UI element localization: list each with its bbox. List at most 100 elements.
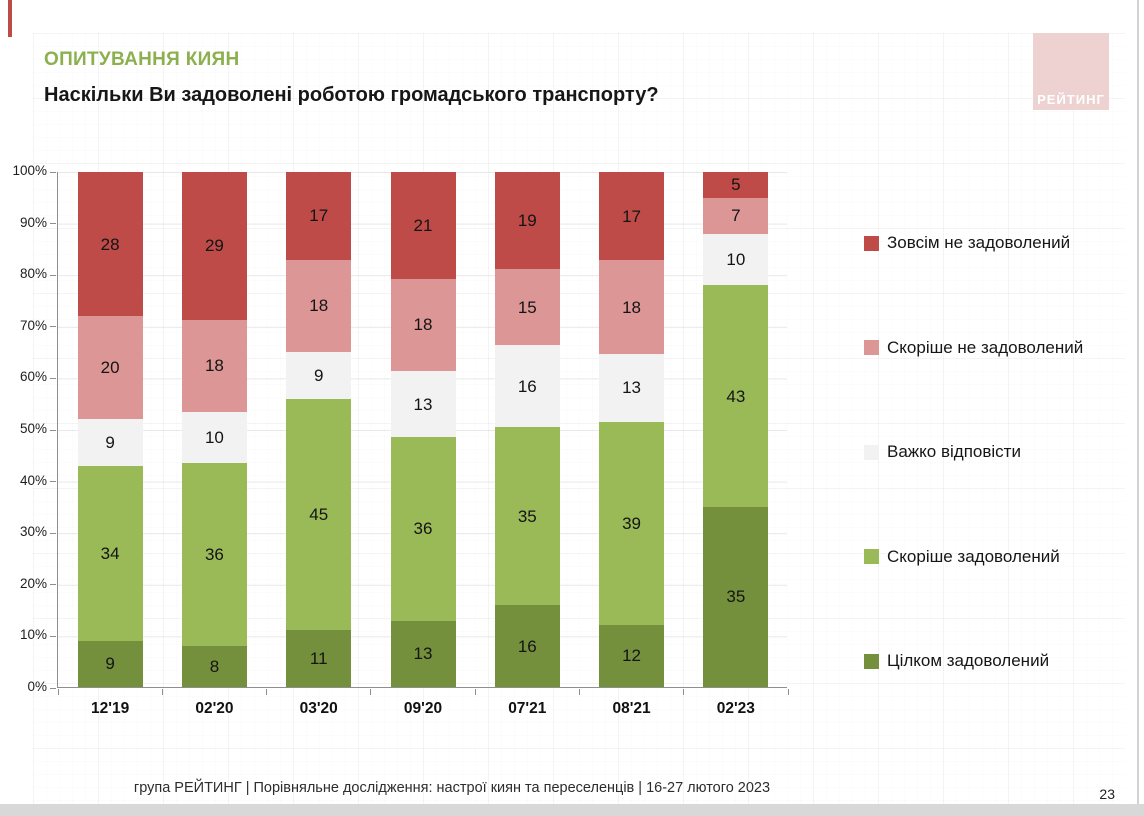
bar-value-label: 35 [517, 506, 537, 526]
legend-item: Важко відповісти [864, 441, 1136, 463]
bar-segment: 20 [77, 316, 143, 420]
bar-column: 13 36 13 18 21 [390, 172, 456, 687]
y-axis-tick-mark [50, 687, 56, 689]
bar-value-label: 15 [517, 297, 537, 317]
bar-value-label: 13 [413, 644, 433, 664]
legend-label: Скоріше не задоволений [887, 337, 1084, 357]
y-axis-tick-mark [50, 481, 56, 483]
y-axis-tick-label: 50% [19, 421, 47, 436]
bar-segment: 13 [599, 354, 665, 422]
bar-column: 16 35 16 15 19 [494, 172, 560, 687]
y-axis-tick-label: 10% [19, 627, 47, 643]
plot-area: 100% 90% 80% 70% 60% 50% 40% 30% 20% 10% 0% 9 34 9 20 2… [12, 163, 789, 717]
legend-item: Цілком задоволений [864, 650, 1136, 672]
y-axis-tick-mark [50, 377, 56, 379]
category-label: 12'19 [91, 700, 130, 717]
bar-value-label: 36 [204, 544, 224, 564]
bar-segment: 36 [181, 462, 247, 647]
bar-segment: 36 [390, 437, 456, 621]
bar-segment: 5 [703, 172, 769, 198]
bar-segment: 16 [494, 605, 560, 687]
bar-segment: 21 [390, 172, 456, 280]
bar-value-label: 34 [100, 543, 120, 563]
legend-label: Цілком задоволений [887, 651, 1050, 670]
bar-value-label: 18 [309, 296, 329, 316]
bar-value-label: 17 [622, 206, 642, 226]
x-axis-tick-mark [57, 689, 59, 695]
bar-value-label: 20 [100, 358, 120, 378]
footer-caption: група РЕЙТИНГ | Порівняльне дослідження:… [133, 780, 771, 796]
bar-segment: 13 [390, 370, 456, 438]
bar-segment: 9 [77, 419, 143, 466]
bar-segment: 35 [494, 426, 560, 606]
bottom-gray-bar [0, 804, 1144, 816]
y-axis-tick-label: 60% [19, 369, 47, 385]
category-label: 08'21 [612, 700, 651, 717]
bar-column: 8 36 10 18 29 [181, 172, 247, 687]
y-axis-tick-label: 70% [19, 317, 47, 333]
category-label: 09'20 [403, 700, 443, 717]
bar-segment: 43 [703, 285, 769, 507]
bar-value-label: 16 [517, 636, 537, 656]
bar-segment: 9 [77, 640, 143, 687]
category-label: 02'23 [716, 700, 755, 717]
bar-value-label: 45 [309, 504, 329, 524]
bar-segment: 12 [599, 624, 665, 687]
bar-segment: 16 [494, 345, 560, 427]
bar-segment: 10 [703, 233, 769, 286]
bar-value-label: 9 [105, 432, 115, 452]
page-number: 23 [1099, 786, 1115, 802]
x-axis-tick-mark [161, 689, 163, 695]
bar-column: 12 39 13 18 17 [599, 172, 665, 687]
y-axis-tick-mark [50, 274, 56, 276]
bar-segment: 35 [703, 506, 769, 687]
bar-value-label: 19 [517, 210, 537, 230]
bar-value-label: 18 [204, 356, 224, 376]
legend-item: Скоріше задоволений [864, 546, 1136, 568]
bar-value-label: 28 [100, 234, 120, 254]
bar-value-label: 11 [309, 649, 328, 669]
legend-item: Скоріше не задоволений [864, 337, 1136, 359]
bar-value-label: 12 [622, 646, 642, 666]
bar-value-label: 43 [726, 386, 746, 406]
bar-value-label: 7 [731, 206, 741, 226]
bar-segment: 18 [286, 259, 352, 353]
category-label: 03'20 [299, 700, 338, 717]
bar-value-label: 13 [622, 378, 642, 398]
legend-swatch-icon [864, 340, 879, 355]
bar-segment: 19 [494, 172, 560, 269]
x-axis-tick-mark [787, 689, 789, 695]
legend-swatch-icon [864, 653, 879, 669]
x-axis-tick-mark [578, 689, 580, 695]
red-accent-line [8, 0, 12, 37]
x-axis-tick-mark [266, 689, 268, 695]
bar-segment: 18 [599, 260, 665, 355]
page-title: ОПИТУВАННЯ КИЯН [44, 49, 240, 70]
bar-value-label: 9 [105, 654, 115, 674]
bar-segment: 28 [77, 172, 143, 317]
bar-segment: 8 [181, 646, 247, 687]
bar-value-label: 18 [622, 297, 642, 317]
y-axis-tick-mark [50, 429, 56, 431]
legend-label: Скоріше задоволений [887, 546, 1060, 566]
bar-value-label: 18 [413, 315, 433, 335]
bar-value-label: 10 [726, 250, 746, 270]
bar-value-label: 5 [731, 175, 741, 195]
bar-segment: 11 [286, 630, 352, 687]
bar-segment: 7 [703, 197, 769, 234]
y-axis-tick-label: 20% [19, 575, 47, 591]
bar-value-label: 36 [413, 519, 433, 539]
bar-column: 9 34 9 20 28 [77, 172, 143, 687]
legend-swatch-icon [864, 444, 879, 460]
bar-value-label: 17 [309, 206, 329, 226]
y-axis-tick-mark [50, 171, 56, 173]
category-label: 07'21 [508, 700, 547, 717]
bar-value-label: 8 [209, 657, 220, 677]
y-axis-tick-mark [50, 635, 56, 637]
bar-segment: 18 [390, 279, 456, 371]
bar-segment: 17 [599, 172, 665, 261]
bar-value-label: 35 [726, 587, 746, 607]
bar-segment: 13 [390, 620, 456, 687]
y-axis-tick-mark [50, 532, 56, 534]
